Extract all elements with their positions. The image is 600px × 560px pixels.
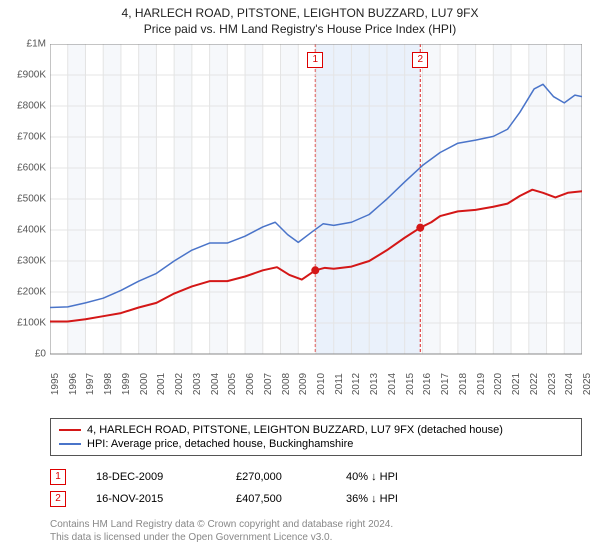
x-axis-label: 2020 xyxy=(493,373,504,395)
x-axis-label: 2003 xyxy=(192,373,203,395)
marker-table: 1 18-DEC-2009 £270,000 40% ↓ HPI 2 16-NOV-201… xyxy=(50,466,582,510)
y-axis-label: £400K xyxy=(17,225,46,236)
x-axis-label: 1997 xyxy=(85,373,96,395)
chart-title: 4, HARLECH ROAD, PITSTONE, LEIGHTON BUZZ… xyxy=(0,6,600,20)
marker-row: 1 18-DEC-2009 £270,000 40% ↓ HPI xyxy=(50,466,582,488)
legend-label: HPI: Average price, detached house, Buck… xyxy=(87,438,353,450)
marker-id-box: 1 xyxy=(50,469,66,485)
y-axis-label: £700K xyxy=(17,132,46,143)
y-axis-label: £600K xyxy=(17,163,46,174)
chart-container: 4, HARLECH ROAD, PITSTONE, LEIGHTON BUZZ… xyxy=(0,0,600,560)
legend-swatch xyxy=(59,429,81,431)
credits-line2: This data is licensed under the Open Gov… xyxy=(50,531,582,544)
x-axis-label: 2024 xyxy=(564,373,575,395)
x-axis-label: 2006 xyxy=(245,373,256,395)
x-axis-label: 2018 xyxy=(458,373,469,395)
y-axis-label: £900K xyxy=(17,70,46,81)
x-axis-label: 2017 xyxy=(440,373,451,395)
legend-item: 4, HARLECH ROAD, PITSTONE, LEIGHTON BUZZ… xyxy=(59,423,573,437)
x-axis-label: 2023 xyxy=(547,373,558,395)
marker-date: 16-NOV-2015 xyxy=(96,493,206,505)
x-axis-label: 2013 xyxy=(369,373,380,395)
titles: 4, HARLECH ROAD, PITSTONE, LEIGHTON BUZZ… xyxy=(0,0,600,36)
marker-row: 2 16-NOV-2015 £407,500 36% ↓ HPI xyxy=(50,488,582,510)
x-axis-label: 2022 xyxy=(529,373,540,395)
y-axis-label: £300K xyxy=(17,256,46,267)
y-axis-label: £500K xyxy=(17,194,46,205)
marker-date: 18-DEC-2009 xyxy=(96,471,206,483)
x-axis-label: 2015 xyxy=(405,373,416,395)
legend-label: 4, HARLECH ROAD, PITSTONE, LEIGHTON BUZZ… xyxy=(87,424,503,436)
marker-pct: 36% ↓ HPI xyxy=(346,493,436,505)
below-chart: 4, HARLECH ROAD, PITSTONE, LEIGHTON BUZZ… xyxy=(50,418,582,544)
x-axis-label: 2004 xyxy=(210,373,221,395)
credits: Contains HM Land Registry data © Crown c… xyxy=(50,518,582,544)
x-axis-label: 2016 xyxy=(422,373,433,395)
x-axis-label: 2012 xyxy=(351,373,362,395)
x-axis-label: 2019 xyxy=(476,373,487,395)
x-axis-label: 2014 xyxy=(387,373,398,395)
x-axis-label: 2009 xyxy=(298,373,309,395)
chart-subtitle: Price paid vs. HM Land Registry's House … xyxy=(0,22,600,36)
x-axis-label: 1995 xyxy=(50,373,61,395)
x-axis-label: 1996 xyxy=(68,373,79,395)
y-axis-label: £100K xyxy=(17,318,46,329)
marker-id-box: 2 xyxy=(50,491,66,507)
chart-area: £0£100K£200K£300K£400K£500K£600K£700K£80… xyxy=(50,44,582,380)
y-axis-label: £1M xyxy=(27,39,46,50)
x-axis-label: 2001 xyxy=(156,373,167,395)
legend-swatch xyxy=(59,443,81,445)
x-axis-label: 2011 xyxy=(334,373,345,395)
x-axis-label: 1999 xyxy=(121,373,132,395)
x-axis-label: 2008 xyxy=(281,373,292,395)
x-axis-label: 2005 xyxy=(227,373,238,395)
x-axis-label: 2021 xyxy=(511,373,522,395)
x-axis-label: 1998 xyxy=(103,373,114,395)
y-axis-label: £800K xyxy=(17,101,46,112)
legend-item: HPI: Average price, detached house, Buck… xyxy=(59,437,573,451)
marker-price: £407,500 xyxy=(236,493,316,505)
x-axis-label: 2002 xyxy=(174,373,185,395)
y-axis-label: £200K xyxy=(17,287,46,298)
legend: 4, HARLECH ROAD, PITSTONE, LEIGHTON BUZZ… xyxy=(50,418,582,456)
chart-marker-2: 2 xyxy=(412,52,428,68)
y-axis-label: £0 xyxy=(35,349,46,360)
credits-line1: Contains HM Land Registry data © Crown c… xyxy=(50,518,582,531)
x-axis-label: 2010 xyxy=(316,373,327,395)
line-chart-svg xyxy=(50,44,582,380)
chart-marker-1: 1 xyxy=(307,52,323,68)
x-axis-label: 2000 xyxy=(139,373,150,395)
x-axis-label: 2007 xyxy=(263,373,274,395)
x-axis-label: 2025 xyxy=(582,373,593,395)
marker-price: £270,000 xyxy=(236,471,316,483)
marker-pct: 40% ↓ HPI xyxy=(346,471,436,483)
